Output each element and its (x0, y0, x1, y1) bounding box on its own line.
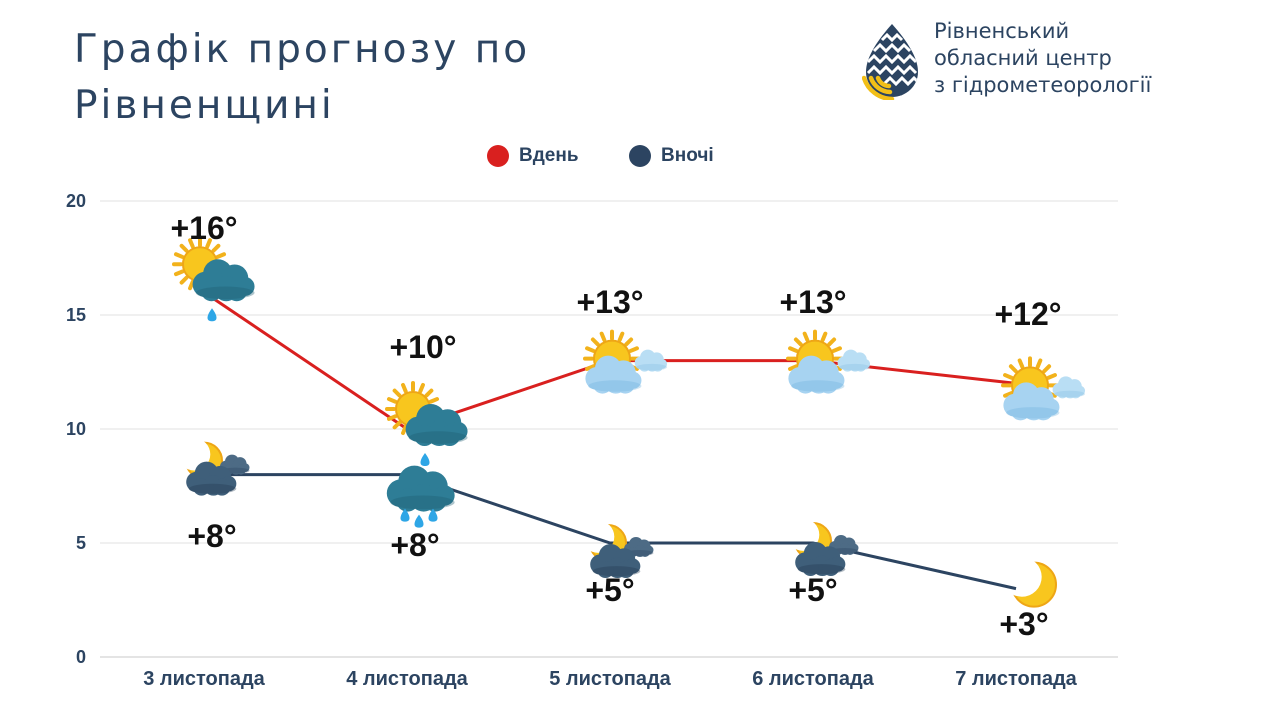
legend-item-night: Вночі (629, 145, 714, 167)
title-line-1: Графік прогнозу по (74, 27, 531, 72)
data-label-day: +12° (994, 296, 1061, 332)
x-tick-label: 6 листопада (752, 668, 874, 690)
data-label-night: +8° (187, 518, 236, 554)
y-tick-label: 15 (66, 305, 86, 325)
org-name: Рівненський обласний центр з гідрометеор… (934, 18, 1151, 99)
data-label-night: +5° (585, 572, 634, 608)
sun-cloud-rain-icon (172, 236, 255, 322)
y-tick-label: 0 (76, 647, 86, 667)
moon-icon (1011, 561, 1057, 608)
data-label-night: +3° (999, 606, 1048, 642)
sun-cloud-rain-icon (385, 381, 468, 466)
water-drop-sun-logo-icon (862, 24, 918, 100)
org-name-line-1: Рівненський (934, 19, 1070, 43)
legend-night-label: Вночі (661, 145, 714, 166)
legend-day-label: Вдень (519, 145, 579, 166)
x-tick-label: 5 листопада (549, 668, 671, 690)
y-tick-label: 10 (66, 419, 86, 439)
x-tick-label: 4 листопада (346, 668, 468, 690)
page-title: Графік прогнозу по Рівненщині (74, 22, 530, 134)
legend-item-day: Вдень (487, 145, 579, 167)
chart-legend: Вдень Вночі (0, 145, 1280, 175)
data-label-night: +5° (788, 572, 837, 608)
title-line-2: Рівненщині (74, 83, 335, 128)
rain-cloud-icon (386, 465, 455, 528)
data-label-night: +8° (390, 527, 439, 563)
moon-cloud-icon (185, 441, 250, 496)
y-tick-label: 20 (66, 191, 86, 211)
x-tick-label: 3 листопада (143, 668, 265, 690)
org-name-line-3: з гідрометеорології (934, 73, 1152, 97)
sun-cloud-icon (1001, 356, 1086, 421)
data-label-day: +10° (389, 329, 456, 365)
y-tick-label: 5 (76, 533, 86, 553)
x-tick-label: 7 листопада (955, 668, 1077, 690)
legend-day-marker (487, 145, 509, 167)
sun-cloud-icon (583, 329, 668, 394)
legend-night-marker (629, 145, 651, 167)
org-name-line-2: обласний центр (934, 46, 1112, 70)
data-label-day: +13° (576, 284, 643, 320)
moon-cloud-icon (589, 524, 654, 578)
moon-cloud-icon (794, 522, 859, 576)
sun-cloud-icon (786, 329, 871, 394)
data-label-day: +13° (779, 284, 846, 320)
data-label-day: +16° (170, 210, 237, 246)
